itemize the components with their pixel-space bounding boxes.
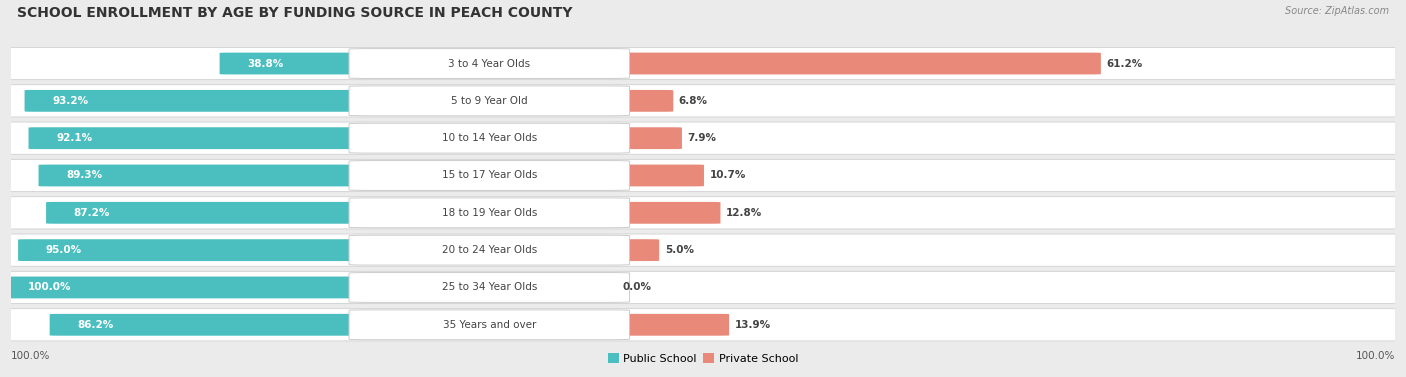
Text: 100.0%: 100.0% [11, 351, 51, 361]
FancyBboxPatch shape [598, 314, 730, 336]
Text: Source: ZipAtlas.com: Source: ZipAtlas.com [1285, 6, 1389, 16]
FancyBboxPatch shape [0, 277, 381, 298]
FancyBboxPatch shape [38, 165, 381, 186]
Legend: Public School, Private School: Public School, Private School [603, 349, 803, 368]
FancyBboxPatch shape [0, 309, 1406, 341]
Text: 86.2%: 86.2% [77, 320, 114, 330]
Text: 35 Years and over: 35 Years and over [443, 320, 536, 330]
Text: 0.0%: 0.0% [623, 282, 651, 293]
Text: 5 to 9 Year Old: 5 to 9 Year Old [451, 96, 527, 106]
FancyBboxPatch shape [0, 197, 1406, 229]
Text: 61.2%: 61.2% [1107, 58, 1143, 69]
FancyBboxPatch shape [28, 127, 381, 149]
FancyBboxPatch shape [349, 235, 630, 265]
Text: 87.2%: 87.2% [73, 208, 110, 218]
Text: 89.3%: 89.3% [66, 170, 103, 181]
FancyBboxPatch shape [49, 314, 381, 336]
Text: 13.9%: 13.9% [735, 320, 770, 330]
FancyBboxPatch shape [598, 165, 704, 186]
Text: 18 to 19 Year Olds: 18 to 19 Year Olds [441, 208, 537, 218]
FancyBboxPatch shape [598, 90, 673, 112]
Text: 92.1%: 92.1% [56, 133, 93, 143]
FancyBboxPatch shape [349, 273, 630, 302]
FancyBboxPatch shape [349, 86, 630, 116]
FancyBboxPatch shape [0, 234, 1406, 266]
FancyBboxPatch shape [349, 310, 630, 340]
FancyBboxPatch shape [0, 122, 1406, 154]
FancyBboxPatch shape [0, 271, 1406, 303]
FancyBboxPatch shape [598, 127, 682, 149]
Text: 95.0%: 95.0% [46, 245, 82, 255]
FancyBboxPatch shape [349, 123, 630, 153]
FancyBboxPatch shape [598, 202, 720, 224]
Text: 7.9%: 7.9% [688, 133, 717, 143]
Text: 93.2%: 93.2% [52, 96, 89, 106]
Text: 38.8%: 38.8% [247, 58, 284, 69]
FancyBboxPatch shape [18, 239, 381, 261]
FancyBboxPatch shape [598, 239, 659, 261]
Text: 100.0%: 100.0% [1355, 351, 1395, 361]
Text: 15 to 17 Year Olds: 15 to 17 Year Olds [441, 170, 537, 181]
FancyBboxPatch shape [349, 198, 630, 228]
Text: 3 to 4 Year Olds: 3 to 4 Year Olds [449, 58, 530, 69]
FancyBboxPatch shape [0, 48, 1406, 80]
Text: 20 to 24 Year Olds: 20 to 24 Year Olds [441, 245, 537, 255]
Text: 12.8%: 12.8% [725, 208, 762, 218]
Text: 5.0%: 5.0% [665, 245, 693, 255]
FancyBboxPatch shape [46, 202, 381, 224]
FancyBboxPatch shape [24, 90, 381, 112]
FancyBboxPatch shape [0, 159, 1406, 192]
Text: 6.8%: 6.8% [679, 96, 707, 106]
Text: 10.7%: 10.7% [710, 170, 745, 181]
FancyBboxPatch shape [598, 53, 1101, 74]
FancyBboxPatch shape [349, 49, 630, 78]
Text: SCHOOL ENROLLMENT BY AGE BY FUNDING SOURCE IN PEACH COUNTY: SCHOOL ENROLLMENT BY AGE BY FUNDING SOUR… [17, 6, 572, 20]
Text: 10 to 14 Year Olds: 10 to 14 Year Olds [441, 133, 537, 143]
FancyBboxPatch shape [219, 53, 381, 74]
Text: 100.0%: 100.0% [28, 282, 72, 293]
Text: 25 to 34 Year Olds: 25 to 34 Year Olds [441, 282, 537, 293]
FancyBboxPatch shape [349, 161, 630, 190]
FancyBboxPatch shape [0, 85, 1406, 117]
